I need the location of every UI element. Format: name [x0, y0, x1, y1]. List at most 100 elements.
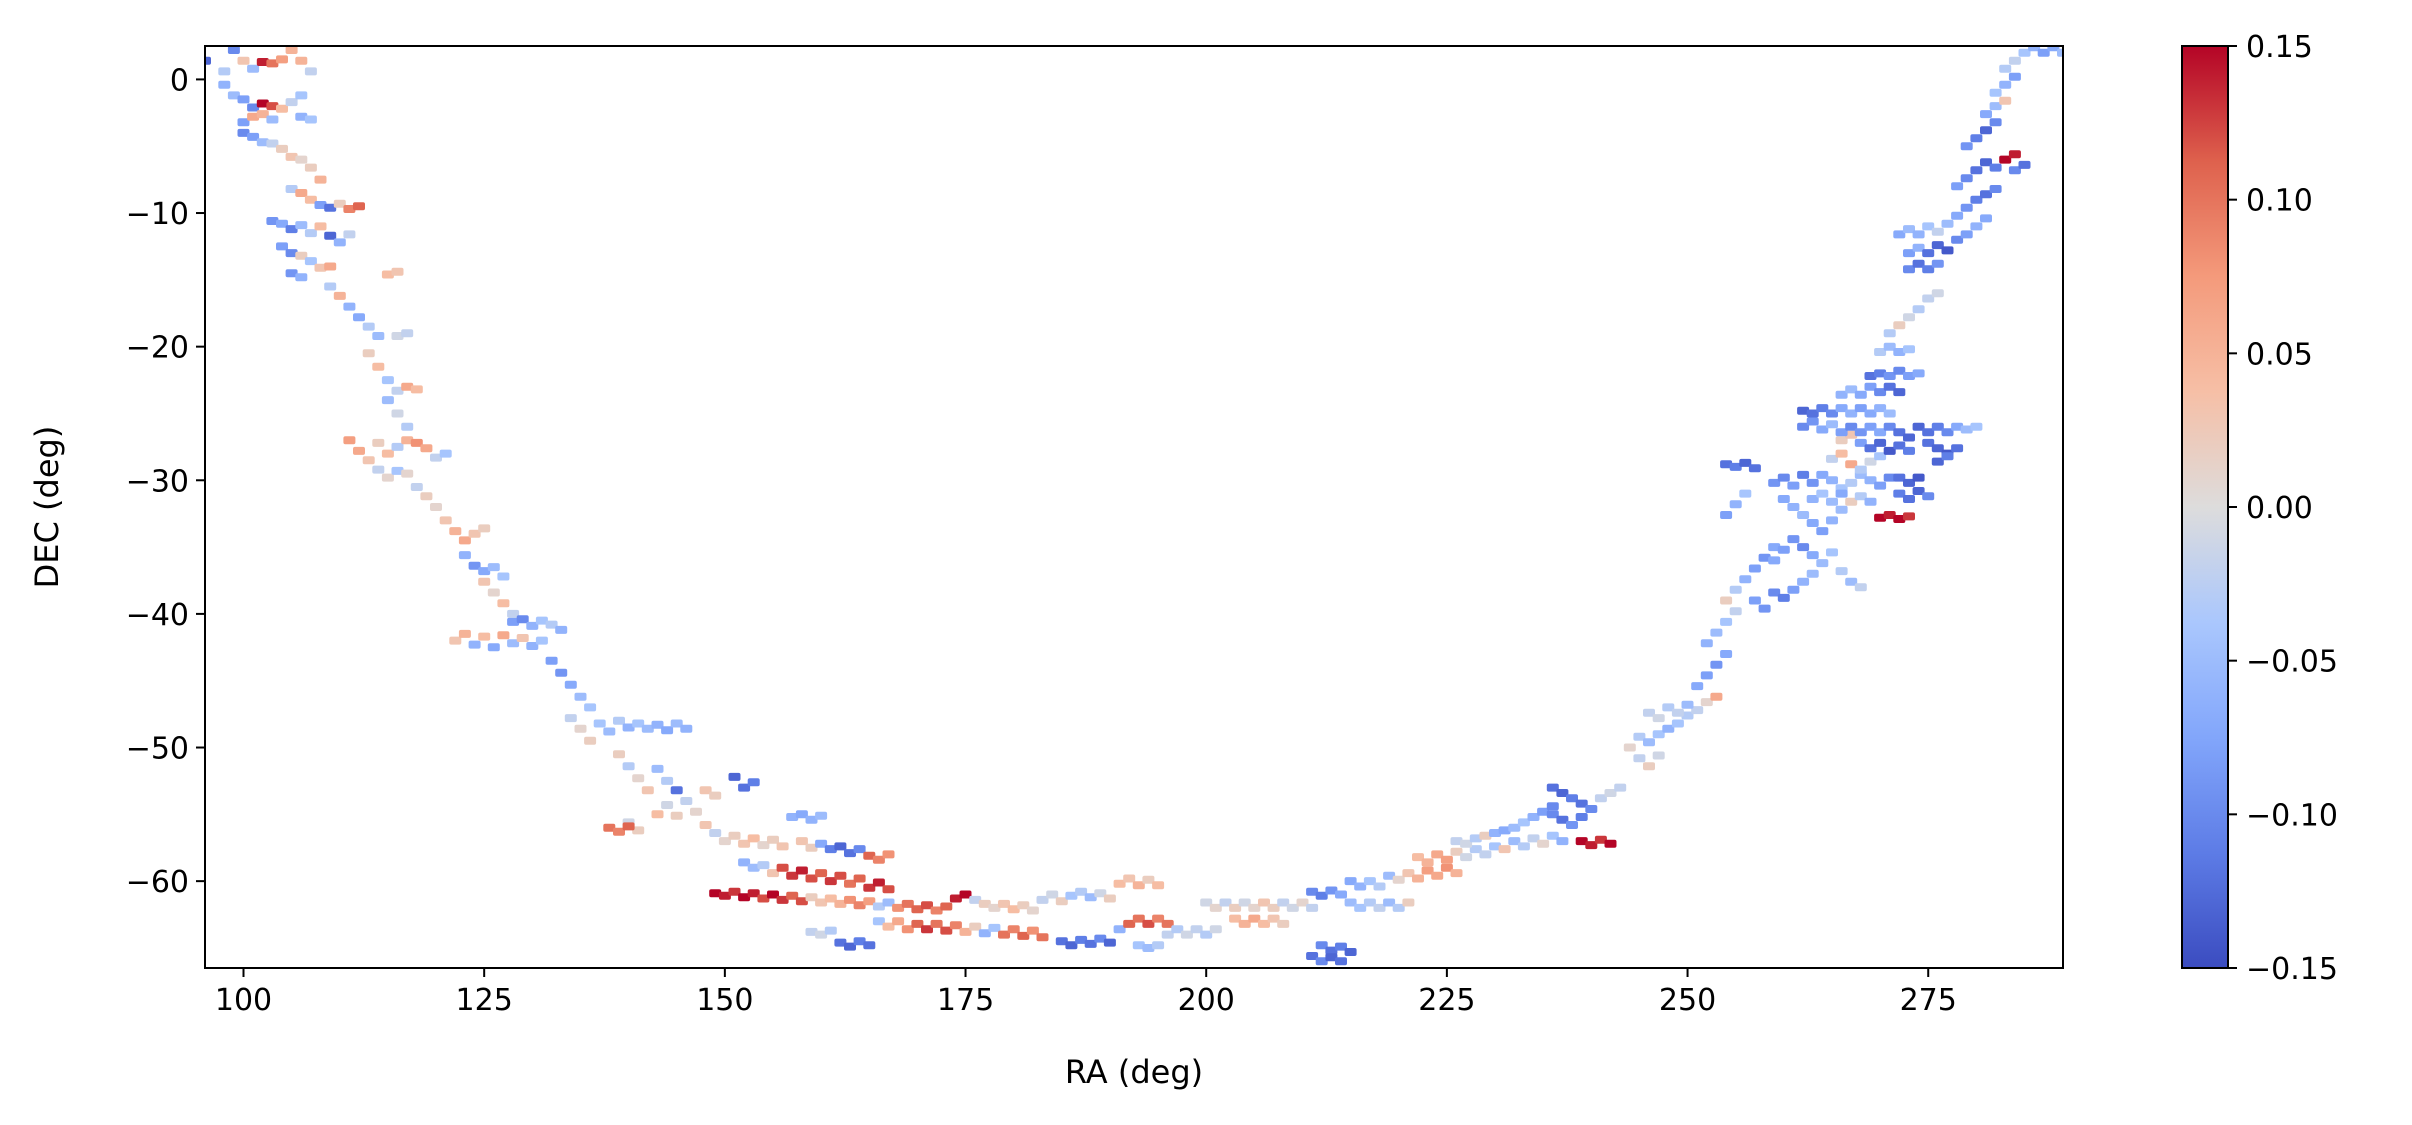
data-point	[930, 906, 943, 915]
data-point	[1951, 444, 1964, 453]
data-point	[468, 640, 481, 649]
data-point	[1383, 898, 1396, 907]
data-point	[1931, 422, 1944, 431]
data-point	[988, 923, 1001, 932]
data-point	[256, 138, 269, 147]
data-point	[613, 750, 625, 759]
data-point	[949, 921, 962, 930]
data-point	[1200, 930, 1213, 939]
data-point	[1729, 607, 1742, 616]
data-point	[1036, 933, 1049, 942]
data-point	[391, 332, 404, 340]
data-point	[1103, 894, 1116, 903]
data-point	[1026, 926, 1039, 935]
data-point	[1556, 815, 1569, 824]
colorbar-tick-label: −0.05	[2246, 645, 2338, 680]
data-point	[1893, 428, 1906, 437]
data-point	[1903, 265, 1915, 274]
data-point	[285, 98, 298, 107]
data-point	[959, 927, 972, 936]
data-point	[1797, 422, 1810, 431]
data-point	[892, 917, 905, 926]
data-point	[1989, 118, 2002, 127]
data-point	[237, 95, 250, 104]
data-point	[786, 813, 799, 821]
y-tick-label: −10	[126, 197, 189, 232]
data-point	[1874, 452, 1887, 461]
data-point	[1970, 422, 1983, 431]
data-point	[882, 922, 895, 931]
data-point	[468, 529, 481, 538]
data-point	[1431, 871, 1444, 880]
data-point	[526, 621, 539, 630]
data-point	[747, 889, 760, 898]
data-point	[1931, 259, 1944, 268]
data-point	[622, 762, 635, 771]
data-point	[1797, 543, 1810, 552]
data-point	[584, 736, 597, 745]
data-point	[1383, 871, 1396, 880]
data-point	[1739, 489, 1752, 498]
data-point	[1826, 548, 1838, 557]
data-point	[1970, 195, 1983, 204]
data-point	[1363, 877, 1376, 886]
data-point	[1094, 889, 1107, 898]
data-point	[1787, 503, 1800, 511]
data-point	[1585, 805, 1598, 813]
x-tick-label: 150	[696, 983, 753, 1018]
data-point	[1951, 422, 1964, 431]
data-point	[872, 878, 885, 887]
data-point	[1335, 957, 1347, 966]
data-point	[1720, 650, 1733, 658]
data-point	[1835, 404, 1848, 413]
x-tick-label: 200	[1178, 983, 1235, 1018]
x-tick-label: 275	[1900, 983, 1957, 1018]
data-point	[1373, 882, 1386, 891]
colorbar-tick-label: 0.00	[2246, 491, 2313, 526]
data-point	[487, 563, 500, 572]
data-point	[1787, 535, 1800, 544]
data-point	[1354, 903, 1367, 912]
data-point	[622, 822, 635, 831]
data-point	[1720, 460, 1733, 469]
data-point	[1874, 369, 1887, 378]
data-point	[603, 823, 616, 832]
data-point	[1912, 243, 1925, 252]
data-point	[1065, 941, 1078, 950]
data-point	[1662, 724, 1675, 733]
data-point	[1335, 942, 1347, 951]
data-point	[1748, 564, 1761, 573]
data-point	[420, 492, 433, 501]
data-point	[1152, 914, 1165, 923]
data-point	[670, 786, 683, 795]
data-point	[430, 453, 442, 462]
data-point	[478, 632, 491, 641]
data-point	[805, 815, 818, 824]
data-point	[1854, 492, 1867, 501]
data-point	[1594, 835, 1607, 844]
colorbar-tick-label: −0.15	[2246, 952, 2338, 987]
data-point	[2008, 72, 2021, 81]
data-point	[304, 195, 317, 204]
data-point	[458, 629, 471, 638]
data-point	[815, 930, 828, 939]
data-point	[1498, 826, 1511, 835]
data-point	[1729, 500, 1742, 509]
data-point	[564, 714, 577, 723]
data-point	[757, 841, 770, 850]
data-point	[1113, 879, 1126, 888]
colorbar-tick-label: −0.10	[2246, 798, 2338, 833]
data-point	[1123, 919, 1136, 928]
data-point	[1980, 110, 1992, 119]
data-point	[940, 926, 953, 935]
data-point	[1392, 903, 1405, 912]
data-point	[1681, 700, 1694, 709]
data-point	[1980, 126, 1992, 135]
data-point	[2018, 160, 2031, 169]
data-point	[1806, 519, 1819, 527]
data-point	[497, 572, 510, 581]
y-tick-label: −60	[126, 865, 189, 900]
data-point	[757, 861, 770, 870]
data-point	[266, 217, 279, 225]
data-point	[507, 617, 520, 626]
